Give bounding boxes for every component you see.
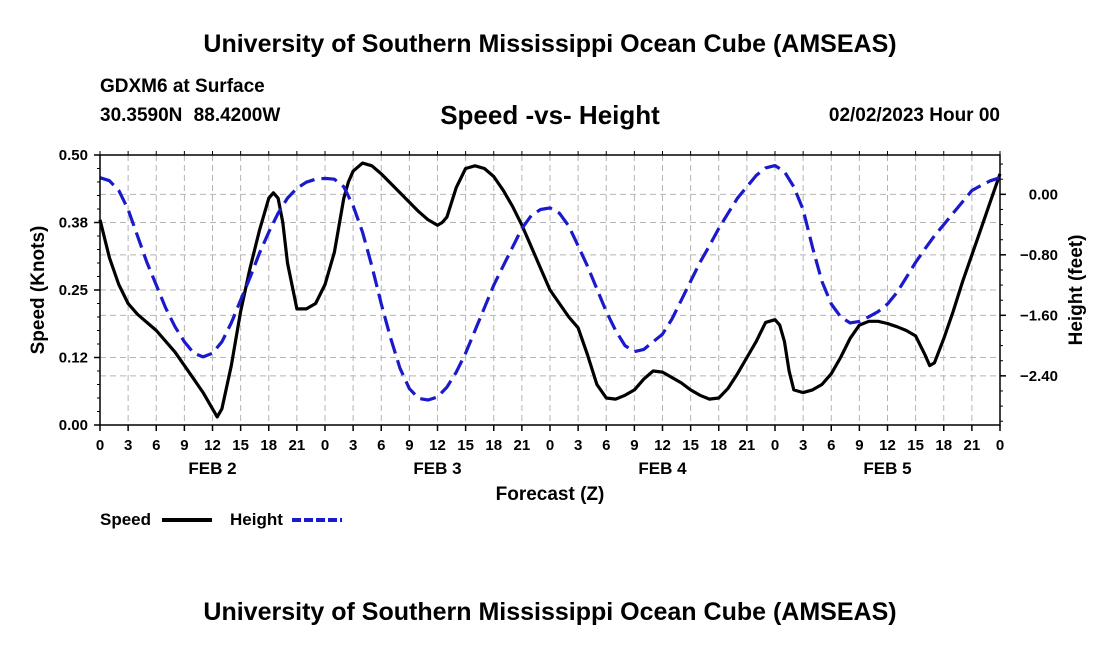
- y-tick-label: 0.38: [59, 215, 88, 232]
- x-tick-label: 6: [827, 437, 835, 454]
- speed-height-chart: 0 3 6 9 12 15 18 21 0 3 6 9 12 15 18 21 0 3 6 9 12 15 18 21 0 3 6 9…: [28, 147, 1087, 529]
- y-tick-label: 0.25: [59, 282, 88, 299]
- main-title: University of Southern Mississippi Ocean…: [203, 30, 897, 58]
- x-tick-label: 15: [682, 437, 699, 454]
- x-tick-label: 18: [935, 437, 952, 454]
- series-line-height: [99, 164, 1001, 402]
- x-tick-label: 9: [405, 437, 413, 454]
- chart-subtitle: Speed -vs- Height: [440, 100, 660, 130]
- x-tick-label: 3: [574, 437, 582, 454]
- legend: Speed Height: [100, 510, 342, 529]
- x-tick-label: 0: [771, 437, 779, 454]
- x-tick-label: 12: [429, 437, 446, 454]
- x-tick-label: 3: [124, 437, 132, 454]
- station-label: GDXM6 at Surface: [100, 76, 265, 97]
- x-tick-label: 3: [799, 437, 807, 454]
- x-tick-label: 15: [232, 437, 249, 454]
- y2-tick-label: −2.40: [1020, 368, 1058, 385]
- x-tick-label: 3: [349, 437, 357, 454]
- x-tick-label: 12: [879, 437, 896, 454]
- coordinates-label: 30.3590N 88.4200W: [100, 105, 281, 126]
- grid: [100, 155, 1000, 425]
- x-tick-label: 21: [514, 437, 531, 454]
- x-tick-label: 21: [289, 437, 306, 454]
- x-tick-label: 21: [964, 437, 981, 454]
- date-label: FEB 5: [863, 459, 911, 478]
- x-tick-label: 18: [485, 437, 502, 454]
- legend-label-speed: Speed: [100, 510, 151, 529]
- legend-label-height: Height: [230, 510, 283, 529]
- x-tick-label: 12: [654, 437, 671, 454]
- x-tick-label: 21: [739, 437, 756, 454]
- x-tick-label: 0: [96, 437, 104, 454]
- footer-title: University of Southern Mississippi Ocean…: [203, 598, 897, 626]
- x-tick-label: 9: [630, 437, 638, 454]
- x-tick-label: 15: [457, 437, 474, 454]
- x-tick-label: 0: [321, 437, 329, 454]
- x-tick-label: 9: [855, 437, 863, 454]
- y2-tick-label: 0.00: [1029, 186, 1058, 203]
- forecast-datetime: 02/02/2023 Hour 00: [828, 105, 1000, 126]
- y2-tick-label: −1.60: [1020, 307, 1058, 324]
- x-tick-label: 6: [377, 437, 385, 454]
- x-tick-label: 12: [204, 437, 221, 454]
- y-tick-label: 0.12: [59, 350, 88, 367]
- x-tick-label: 18: [710, 437, 727, 454]
- y2-axis-title: Height (feet): [1066, 235, 1087, 346]
- date-label: FEB 2: [188, 459, 236, 478]
- y-axis-title: Speed (Knots): [28, 226, 49, 355]
- x-tick-label: 6: [152, 437, 160, 454]
- x-tick-label: 0: [546, 437, 554, 454]
- date-label: FEB 4: [638, 459, 687, 478]
- series-layer: [98, 161, 1002, 419]
- x-tick-label: 9: [180, 437, 188, 454]
- series-line-speed: [98, 161, 1002, 419]
- x-tick-label: 18: [260, 437, 277, 454]
- date-label: FEB 3: [413, 459, 461, 478]
- y-tick-label: 0.50: [59, 147, 88, 164]
- x-tick-label: 0: [996, 437, 1004, 454]
- ticks: 0 3 6 9 12 15 18 21 0 3 6 9 12 15 18 21 0 3 6 9 12 15 18 21 0 3 6 9…: [59, 147, 1058, 478]
- y2-tick-label: −0.80: [1020, 247, 1058, 264]
- x-tick-label: 15: [907, 437, 924, 454]
- x-tick-label: 6: [602, 437, 610, 454]
- y-tick-label: 0.00: [59, 417, 88, 434]
- x-axis-title: Forecast (Z): [496, 484, 605, 505]
